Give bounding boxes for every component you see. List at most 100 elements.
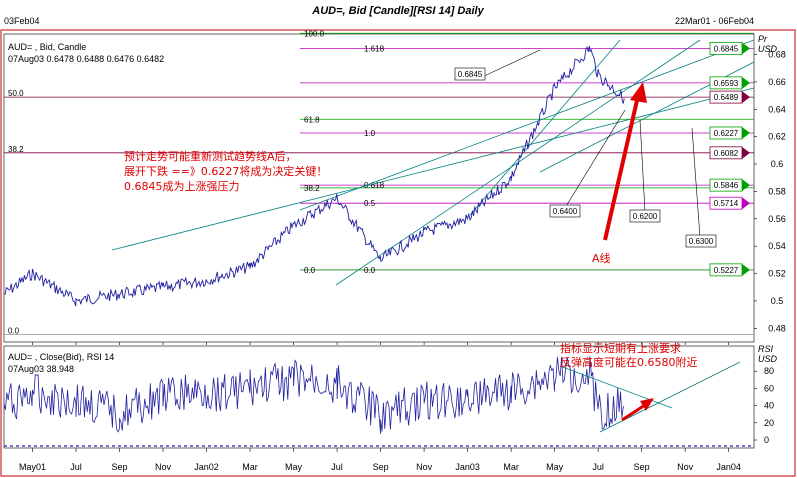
- svg-text:0.5846: 0.5846: [714, 181, 739, 190]
- callout-box: 0.6200: [629, 119, 661, 223]
- svg-text:0.6300: 0.6300: [689, 237, 714, 246]
- annotation-line: 0.6845成为上涨强压力: [124, 180, 240, 193]
- fib-right-label: 1.618: [364, 44, 385, 53]
- svg-text:0.6845: 0.6845: [714, 44, 739, 53]
- svg-text:0.6845: 0.6845: [458, 70, 483, 79]
- rsi-annotation-line: 指标显示短期有上涨要求: [560, 341, 681, 355]
- rsi-tick-label: 0: [764, 435, 769, 445]
- x-tick-label: Nov: [155, 462, 172, 472]
- rsi-tick-label: 40: [764, 401, 774, 411]
- rsi-tick-label: 60: [764, 383, 774, 393]
- trendline: [335, 39, 701, 286]
- y-tick-label: 0.64: [768, 104, 786, 114]
- chart-title: AUD=, Bid [Candle][RSI 14] Daily: [311, 5, 484, 17]
- x-tick-label: May: [546, 462, 564, 472]
- rsi-unit-2: USD: [758, 354, 778, 364]
- x-tick-label: Mar: [503, 462, 519, 472]
- chart-frame: [0, 29, 796, 477]
- red-arrow-icon: [603, 82, 647, 241]
- trendline: [299, 39, 754, 211]
- price-y-axis: 0.68 0.66 0.64 0.62 0.6 0.58 0.56 0.54 0.52 0.5 0.…: [754, 50, 786, 333]
- svg-text:0.6200: 0.6200: [633, 212, 658, 221]
- date-range: 22Mar01 - 06Feb04: [675, 16, 754, 26]
- x-tick-label: May01: [19, 462, 46, 472]
- fib-right-label: 0.5: [364, 199, 376, 208]
- x-tick-label: Jul: [592, 462, 604, 472]
- y-tick-label: 0.58: [768, 186, 786, 196]
- annotation-line: 预计走势可能重新测试趋势线A后，: [124, 149, 297, 163]
- y-tick-label: 0.48: [768, 323, 786, 333]
- callout-box: 0.6300: [685, 127, 717, 248]
- level-box: 0.5846: [709, 178, 750, 192]
- y-tick-label: 0.66: [768, 77, 786, 87]
- svg-text:0.6082: 0.6082: [714, 149, 739, 158]
- level-box: 0.6845: [709, 41, 750, 55]
- x-axis: May01 Jul Sep Nov Jan02 Mar May Jul Sep Nov Jan03 M…: [19, 342, 741, 472]
- fib-left-label: 38.2: [304, 184, 320, 193]
- level-box: 0.6593: [709, 76, 750, 90]
- level-boxes: 0.6845 0.6593 0.6489 0.6227 0.6082 0.5846 0.57…: [709, 41, 750, 277]
- level-box: 0.5227: [709, 263, 750, 277]
- x-tick-label: Sep: [373, 462, 389, 472]
- rsi-panel: AUD= , Close(Bid), RSI 14 07Aug03 38.948…: [3, 341, 778, 449]
- callout-box: 0.6400: [549, 109, 626, 218]
- y-tick-label: 0.54: [768, 241, 786, 251]
- fib-left-label: 0.0: [304, 266, 316, 275]
- rsi-series: [4, 356, 625, 434]
- svg-text:0.6593: 0.6593: [714, 79, 739, 88]
- x-tick-label: Sep: [634, 462, 650, 472]
- y-tick-label: 0.68: [768, 50, 786, 60]
- y-tick-label: 0.6: [771, 159, 784, 169]
- svg-text:0.5227: 0.5227: [714, 266, 739, 275]
- x-tick-label: Jul: [70, 462, 82, 472]
- x-tick-label: Jan04: [716, 462, 741, 472]
- x-tick-label: Mar: [242, 462, 258, 472]
- rsi-tick-label: 20: [764, 418, 774, 428]
- x-tick-label: Jan02: [194, 462, 219, 472]
- trendline: [111, 87, 754, 251]
- svg-text:0.6489: 0.6489: [714, 93, 739, 102]
- rsi-arrow-icon: [621, 398, 654, 422]
- svg-text:0.5714: 0.5714: [714, 199, 739, 208]
- level-box: 0.6489: [709, 90, 750, 104]
- price-ohlc: 07Aug03 0.6478 0.6488 0.6476 0.6482: [8, 54, 164, 64]
- fib-right-label: 0.0: [364, 266, 376, 275]
- price-panel: AUD= , Bid, Candle 07Aug03 0.6478 0.6488…: [3, 29, 786, 343]
- price-series: [4, 45, 625, 307]
- rsi-annotation-line: 反弹高度可能在0.6580附近: [560, 355, 698, 369]
- rsi-unit-1: RSI: [758, 344, 774, 354]
- callouts: 0.6845 0.6400 0.6200 0.6300: [454, 49, 717, 248]
- x-tick-label: Nov: [416, 462, 433, 472]
- y-tick-label: 0.62: [768, 132, 786, 142]
- fib-outer-label: 0.0: [8, 326, 20, 335]
- fib-left-label: 61.8: [304, 115, 320, 124]
- price-levels: 50.0 38.2 0.0 100.0 61.8 38.2 0.0 1.618 1.0 0.618…: [4, 29, 754, 335]
- date-left: 03Feb04: [4, 16, 40, 26]
- fib-right-label: 1.0: [364, 129, 376, 138]
- fib-right-label: 0.618: [364, 181, 385, 190]
- price-annotation: 预计走势可能重新测试趋势线A后，展开下跌 ==》0.6227将成为决定关键！ 0.…: [124, 149, 327, 193]
- rsi-value: 07Aug03 38.948: [8, 364, 74, 374]
- price-legend: AUD= , Bid, Candle: [8, 42, 86, 52]
- x-tick-label: Jul: [331, 462, 343, 472]
- rsi-y-axis: 80 60 40 20 0: [754, 366, 774, 445]
- callout-box: 0.6845: [454, 49, 541, 81]
- y-tick-label: 0.5: [771, 296, 784, 306]
- trendline: [469, 39, 621, 216]
- fib-outer-label: 38.2: [8, 145, 24, 154]
- rsi-tick-label: 80: [764, 366, 774, 376]
- level-box: 0.6227: [709, 126, 750, 140]
- price-unit-1: Pr: [758, 34, 768, 44]
- price-unit-2: USD: [758, 44, 778, 54]
- a-line-label: A线: [592, 251, 611, 265]
- svg-text:0.6400: 0.6400: [553, 207, 578, 216]
- level-box: 0.5714: [709, 196, 750, 210]
- annotation-line: 展开下跌 ==》0.6227将成为决定关键！: [124, 164, 327, 178]
- svg-text:0.6227: 0.6227: [714, 129, 739, 138]
- fib-outer-label: 50.0: [8, 89, 24, 98]
- x-tick-label: Nov: [677, 462, 694, 472]
- y-tick-label: 0.56: [768, 214, 786, 224]
- level-box: 0.6082: [709, 146, 750, 160]
